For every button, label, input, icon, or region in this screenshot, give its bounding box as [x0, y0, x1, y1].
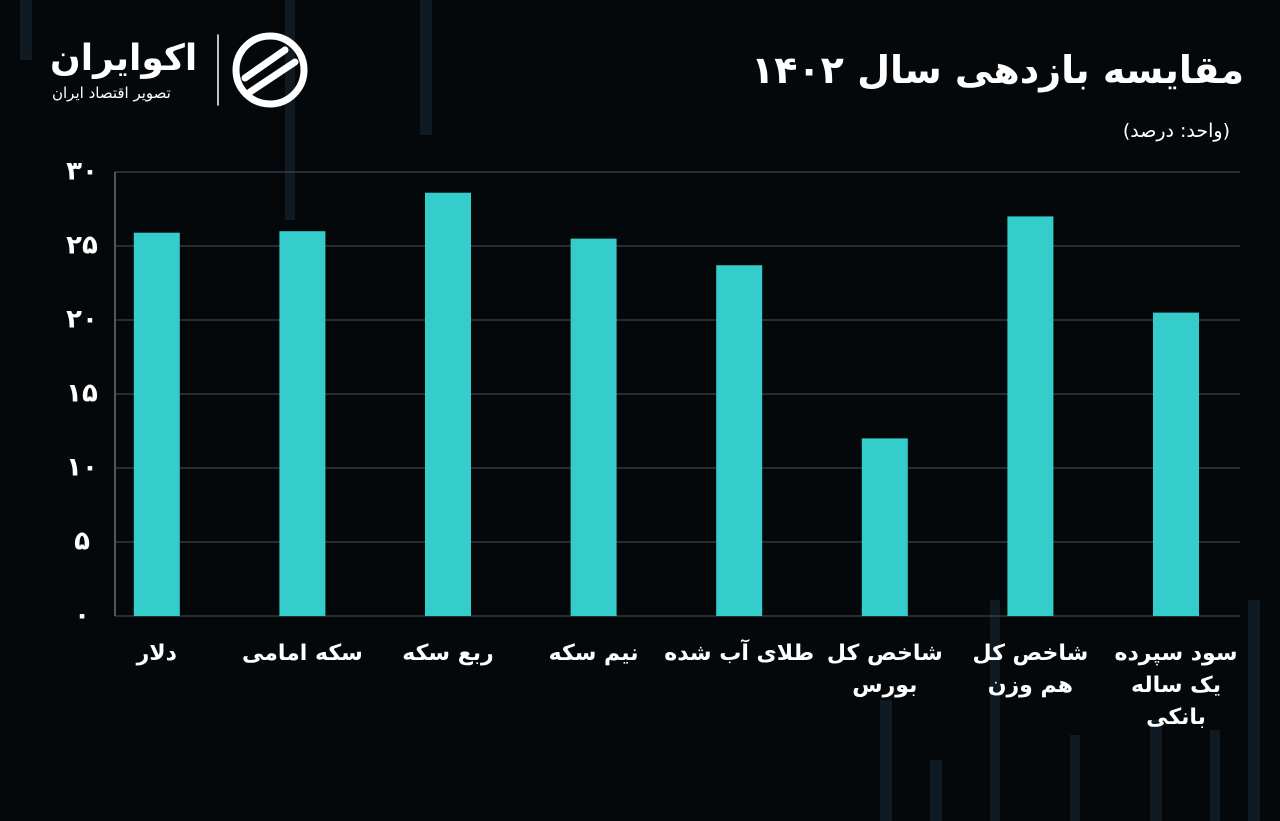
x-tick-label: شاخص کل بورس	[826, 641, 943, 698]
x-tick-label: ربع سکه	[402, 641, 494, 666]
logo-mark	[217, 32, 308, 108]
bar	[716, 265, 763, 616]
y-tick-label: ۱۵	[66, 379, 98, 409]
bar	[425, 192, 471, 616]
x-tick-label: سکه امامی	[242, 641, 363, 666]
bar	[1153, 312, 1199, 616]
bar	[570, 238, 617, 616]
y-tick-label: ۲۵	[66, 231, 98, 261]
y-tick-label: ۰	[74, 601, 90, 631]
logo-name: اکوایران	[50, 38, 198, 79]
x-tick-label: نیم سکه	[548, 641, 639, 666]
x-tick-label: سود سپرده یک ساله بانکی	[1114, 641, 1238, 730]
chart-title: مقایسه بازدهی سال ۱۴۰۲	[751, 48, 1244, 92]
bar	[861, 438, 908, 616]
bar	[1007, 216, 1054, 616]
background-decor	[20, 0, 1260, 821]
y-tick-label: ۲۰	[66, 305, 98, 335]
chart-subtitle: (واحد: درصد)	[1122, 120, 1230, 142]
x-tick-label: دلار	[136, 641, 177, 666]
x-tick-label: طلای آب شده	[664, 641, 815, 666]
logo-tagline: تصویر اقتصاد ایران	[52, 84, 171, 102]
bar	[279, 231, 326, 616]
bar	[133, 232, 180, 616]
y-tick-label: ۵	[74, 527, 90, 557]
y-tick-label: ۱۰	[66, 453, 98, 483]
x-tick-label: شاخص کل هم وزن	[972, 641, 1089, 698]
y-tick-label: ۳۰	[66, 157, 98, 187]
